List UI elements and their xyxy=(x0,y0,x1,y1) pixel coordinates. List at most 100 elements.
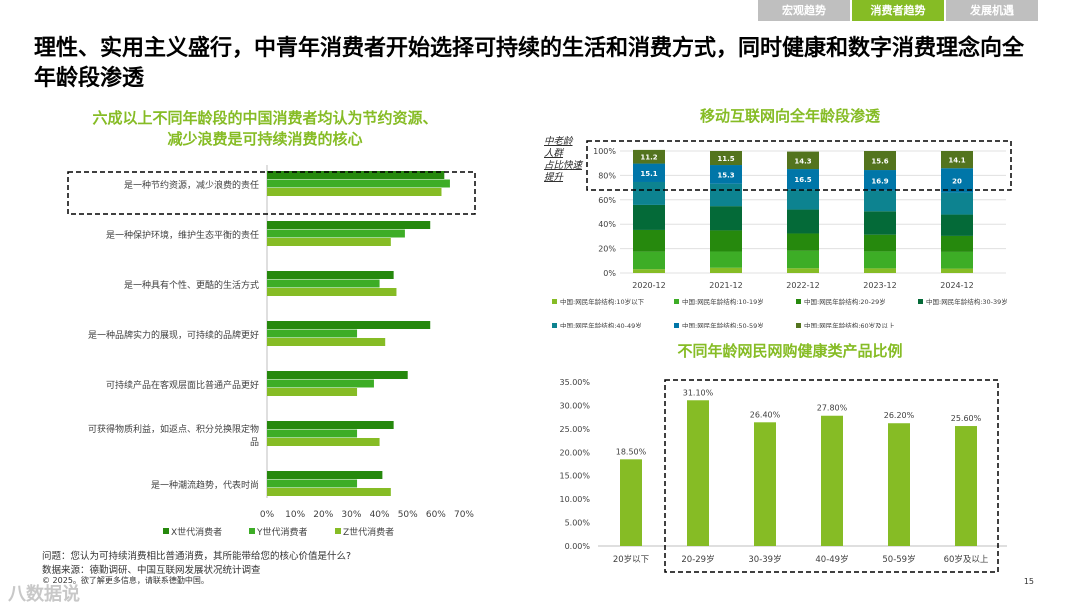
stack-segment xyxy=(787,250,819,269)
stack-segment xyxy=(864,151,896,171)
category-label: 是一种潮流趋势，代表时尚 xyxy=(151,479,259,491)
bar-1 xyxy=(267,471,383,479)
stack-segment xyxy=(787,169,819,190)
legend-label: 中国:网民年龄结构:30-39岁 xyxy=(926,297,1008,306)
section-tabs: 宏观趋势 消费者趋势 发展机遇 xyxy=(758,0,1038,21)
x-tick-label: 2023-12 xyxy=(863,281,896,290)
category-label: 品 xyxy=(250,437,259,448)
stack-segment xyxy=(633,204,665,230)
stack-segment xyxy=(710,267,742,273)
x-tick-label: 50-59岁 xyxy=(882,554,915,565)
stack-segment xyxy=(941,214,973,236)
stack-segment xyxy=(710,183,742,207)
bar-1 xyxy=(267,171,445,179)
x-tick-label: 50% xyxy=(398,510,418,520)
y-tick-label: 30.00% xyxy=(559,401,590,410)
y-tick-label: 25.00% xyxy=(559,425,590,434)
bar-1 xyxy=(267,221,431,229)
bar xyxy=(888,423,910,546)
data-label: 26.20% xyxy=(884,411,915,420)
stacked-age-chart: 0% 20% 40% 60% 80% 100% 15.1 11.2 2020-12 15.3 11.… xyxy=(544,136,1012,328)
bar xyxy=(620,459,642,546)
x-tick-label: 2020-12 xyxy=(632,281,665,290)
data-label: 27.80% xyxy=(817,404,848,413)
stack-segment xyxy=(787,233,819,251)
legend-label: 中国:网民年龄结构:40-49岁 xyxy=(560,321,642,328)
stack-segment xyxy=(941,268,973,273)
left-bar-chart: 是一种节约资源，减少浪费的责任是一种保护环境，维护生态平衡的责任是一种具有个性、… xyxy=(67,165,476,538)
segment-label: 16.9 xyxy=(871,177,888,185)
stack-segment xyxy=(710,251,742,268)
y-tick-label: 5.00% xyxy=(565,519,591,528)
segment-label: 20 xyxy=(952,177,962,185)
stack-segment xyxy=(864,268,896,273)
top-right-chart-title: 移动互联网向全年龄段渗透 xyxy=(699,107,880,125)
tab-macro-trends[interactable]: 宏观趋势 xyxy=(758,0,850,21)
legend-label: Z世代消费者 xyxy=(343,526,394,538)
segment-label: 15.6 xyxy=(871,158,888,166)
legend-label: 中国:网民年龄结构:10-19岁 xyxy=(682,297,764,306)
legend-swatch xyxy=(163,528,169,534)
page-title: 理性、实用主义盛行，中青年消费者开始选择可持续的生活和消费方式，同时健康和数字消… xyxy=(34,36,1025,91)
stack-segment xyxy=(787,151,819,170)
bar-1 xyxy=(267,271,394,279)
y-tick-label: 80% xyxy=(598,171,616,180)
x-tick-label: 30-39岁 xyxy=(748,554,781,565)
x-tick-label: 70% xyxy=(454,510,474,520)
stack-segment xyxy=(633,269,665,273)
tab-consumer-trends[interactable]: 消费者趋势 xyxy=(852,0,944,21)
footer-copyright: © 2025。欲了解更多信息，请联系德勤中国。 xyxy=(42,576,209,585)
legend-swatch xyxy=(249,528,255,534)
x-tick-label: 2021-12 xyxy=(709,281,742,290)
segment-label: 11.5 xyxy=(717,155,734,163)
stack-segment xyxy=(787,268,819,273)
legend-swatch xyxy=(674,299,679,304)
bar-2 xyxy=(267,229,405,238)
x-tick-label: 2024-12 xyxy=(940,281,973,290)
x-tick-label: 40-49岁 xyxy=(815,554,848,565)
bar xyxy=(821,415,843,546)
legend-label: X世代消费者 xyxy=(171,526,222,538)
bar xyxy=(955,426,977,546)
x-tick-label: 40% xyxy=(370,510,390,520)
tab-opportunities[interactable]: 发展机遇 xyxy=(946,0,1038,21)
bar-2 xyxy=(267,429,358,438)
stack-segment xyxy=(941,192,973,215)
x-tick-label: 30% xyxy=(341,510,361,520)
stack-segment xyxy=(941,235,973,252)
stack-segment xyxy=(864,234,896,252)
page-number: 15 xyxy=(1023,577,1034,586)
y-tick-label: 60% xyxy=(598,196,616,205)
segment-label: 16.5 xyxy=(794,176,811,184)
bar-2 xyxy=(267,179,450,188)
y-tick-label: 35.00% xyxy=(559,378,590,387)
y-tick-label: 40% xyxy=(598,220,616,229)
stack-segment xyxy=(787,189,819,210)
x-tick-label: 20% xyxy=(313,510,333,520)
bar-2 xyxy=(267,329,358,338)
bar-3 xyxy=(267,188,442,196)
bar-3 xyxy=(267,488,391,496)
stack-segment xyxy=(710,151,742,166)
data-label: 18.50% xyxy=(616,447,647,456)
bar-3 xyxy=(267,338,386,346)
x-tick-label: 10% xyxy=(285,510,305,520)
legend-swatch xyxy=(796,323,801,328)
legend-swatch xyxy=(674,323,679,328)
stack-segment xyxy=(787,209,819,234)
segment-label: 14.3 xyxy=(794,157,811,165)
segment-label: 11.2 xyxy=(640,154,657,162)
bar-3 xyxy=(267,288,397,296)
x-tick-label: 20岁以下 xyxy=(613,554,650,565)
bar-1 xyxy=(267,421,394,429)
bar xyxy=(687,400,709,546)
category-label: 可获得物质利益，如返点、积分兑换限定物 xyxy=(88,423,259,435)
y-tick-label: 0% xyxy=(603,269,616,278)
legend-swatch xyxy=(335,528,341,534)
legend-swatch xyxy=(796,299,801,304)
y-tick-label: 100% xyxy=(593,147,616,156)
y-tick-label: 0.00% xyxy=(565,542,591,551)
footer-question: 问题：您认为可持续消费相比普通消费，其所能带给您的核心价值是什么? xyxy=(42,551,352,562)
legend-label: 中国:网民年龄结构:60岁及以上 xyxy=(804,321,895,328)
left-chart-title: 六成以上不同年龄段的中国消费者均认为节约资源、减少浪费是可持续消费的核心 xyxy=(92,109,438,148)
